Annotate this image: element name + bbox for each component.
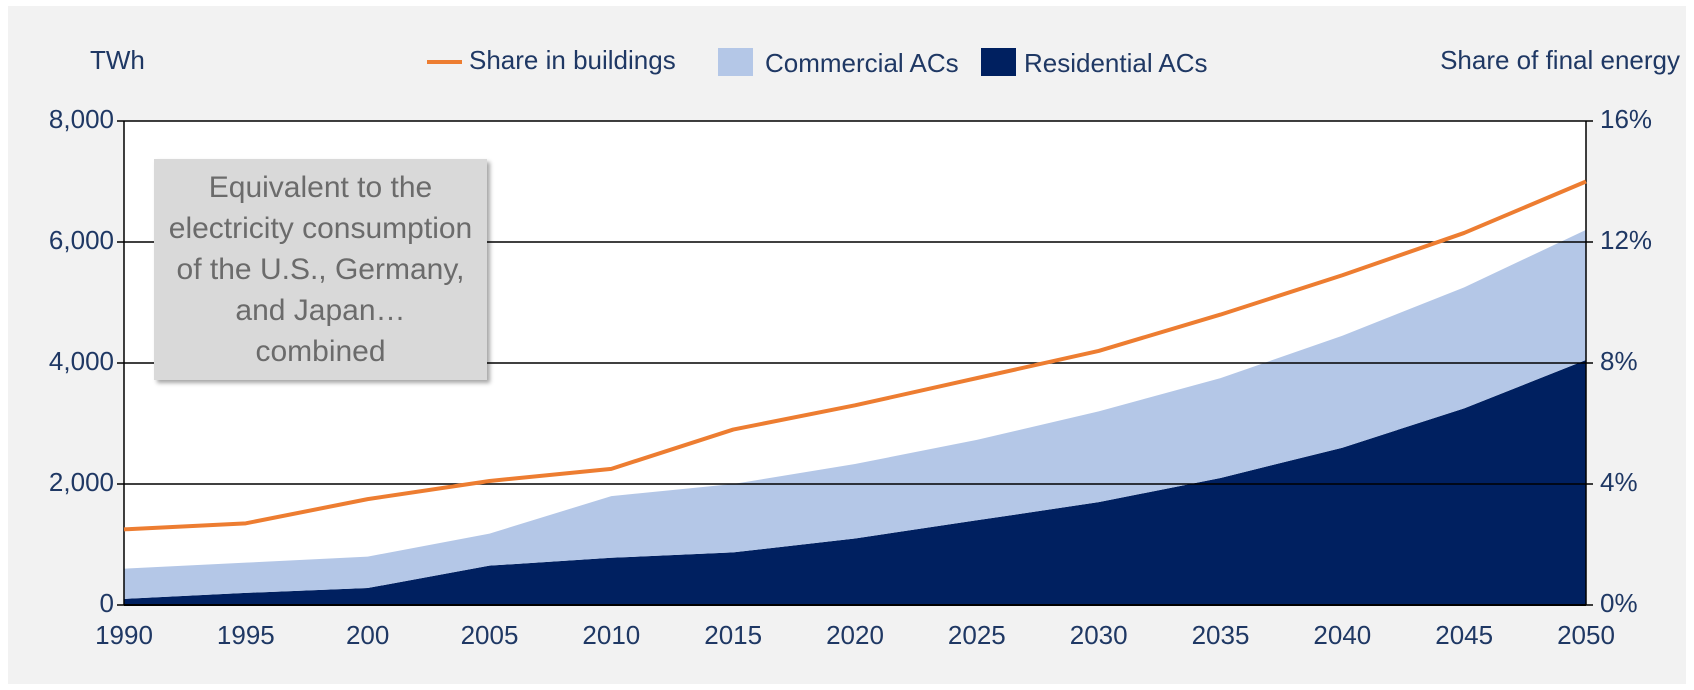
area: [124, 359, 1586, 605]
area: [124, 229, 1586, 599]
y2-tick-label: 0%: [1600, 588, 1638, 618]
legend-label: Share in buildings: [469, 45, 676, 75]
line: [123, 179, 1587, 532]
x-tick-label: 2020: [826, 620, 884, 650]
x-tick-label: 2015: [704, 620, 762, 650]
y2-tick-label: 8%: [1600, 346, 1638, 376]
legend-label: Commercial ACs: [765, 48, 959, 78]
x-tick-label: 2030: [1070, 620, 1128, 650]
y2-axis-label: Share of final energy: [1440, 45, 1680, 75]
y-tick-label: 4,000: [49, 346, 114, 376]
legend-swatch: [981, 48, 1016, 76]
x-tick-label: 2010: [582, 620, 640, 650]
legend-label: Residential ACs: [1024, 48, 1208, 78]
y2-tick-label: 12%: [1600, 225, 1652, 255]
lines: [123, 179, 1587, 532]
x-tick-label: 2025: [948, 620, 1006, 650]
areas: [124, 229, 1586, 605]
y-tick-label: 0: [100, 588, 114, 618]
x-tick-label: 200: [346, 620, 389, 650]
y-tick-label: 6,000: [49, 225, 114, 255]
legend-swatch: [718, 48, 753, 76]
y2-tick-label: 16%: [1600, 104, 1652, 134]
x-tick-label: 2040: [1313, 620, 1371, 650]
x-tick-label: 2045: [1435, 620, 1493, 650]
x-tick-label: 1990: [95, 620, 153, 650]
y-axis-label: TWh: [90, 45, 145, 75]
x-tick-label: 2050: [1557, 620, 1615, 650]
y-tick-label: 2,000: [49, 467, 114, 497]
annotation: Equivalent to the electricity consumptio…: [154, 159, 487, 380]
x-tick-label: 2035: [1192, 620, 1250, 650]
y-tick-label: 8,000: [49, 104, 114, 134]
x-tick-label: 1995: [217, 620, 275, 650]
x-tick-label: 2005: [461, 620, 519, 650]
y2-tick-label: 4%: [1600, 467, 1638, 497]
